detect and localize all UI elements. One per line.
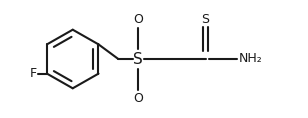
Text: O: O (133, 92, 143, 105)
Text: O: O (133, 13, 143, 26)
Text: F: F (30, 67, 37, 80)
Text: NH₂: NH₂ (239, 53, 263, 65)
Text: S: S (201, 13, 209, 26)
Text: S: S (133, 51, 143, 67)
